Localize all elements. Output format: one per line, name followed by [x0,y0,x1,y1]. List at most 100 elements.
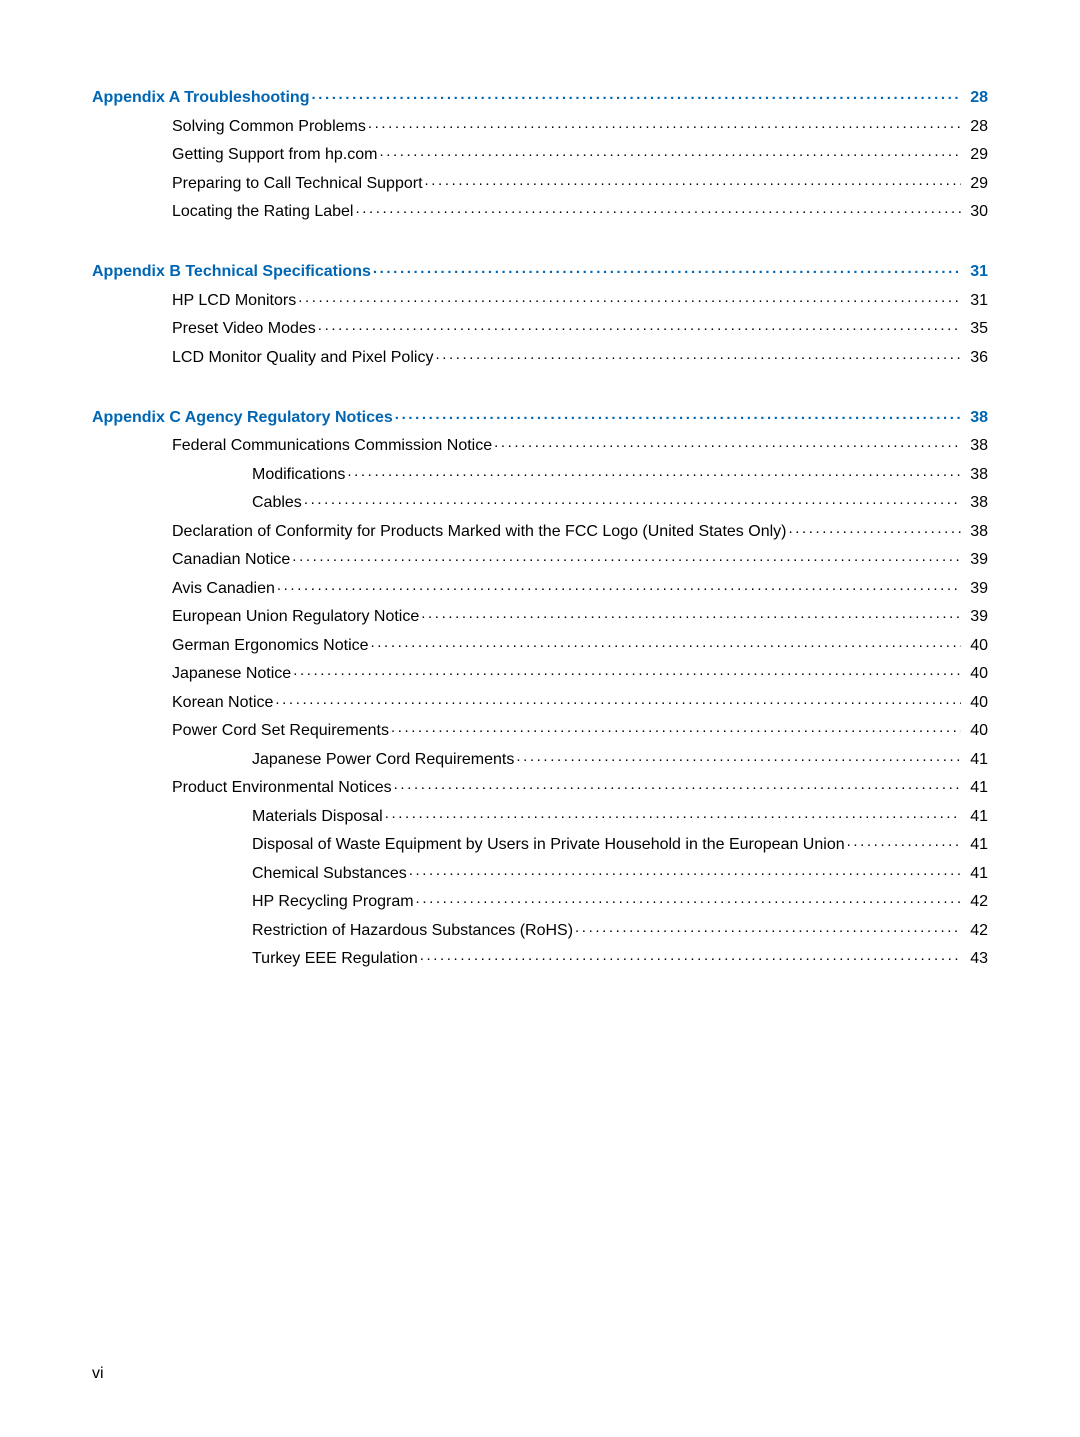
toc-entry-row[interactable]: Japanese Power Cord Requirements 41 [92,748,988,768]
toc-entry-label: European Union Regulatory Notice [172,609,419,625]
toc-entry-label: LCD Monitor Quality and Pixel Policy [172,350,433,366]
toc-heading-label: Appendix B Technical Specifications [92,264,371,280]
toc-leader-dots [293,662,961,678]
toc-entry-label: HP LCD Monitors [172,293,296,309]
toc-heading-row[interactable]: Appendix B Technical Specifications 31 [92,260,988,280]
toc-entry-page: 36 [964,350,988,366]
toc-entry-page: 31 [964,293,988,309]
toc-section: Appendix B Technical Specifications31HP … [92,260,988,366]
toc-entry-row[interactable]: Cables38 [92,491,988,511]
toc-entry-label: Locating the Rating Label [172,204,353,220]
toc-entry-row[interactable]: Locating the Rating Label30 [92,200,988,220]
toc-entry-label: Japanese Power Cord Requirements [252,752,514,768]
toc-entry-label: Korean Notice [172,695,273,711]
toc-entry-page: 41 [964,837,988,853]
toc-entry-row[interactable]: Getting Support from hp.com29 [92,143,988,163]
toc-entry-label: HP Recycling Program [252,894,414,910]
toc-entry-page: 29 [964,176,988,192]
toc-leader-dots [371,634,961,650]
toc-entry-label: Canadian Notice [172,552,290,568]
page-number: vi [92,1365,104,1383]
toc-entry-row[interactable]: Turkey EEE Regulation 43 [92,947,988,967]
toc-entry-row[interactable]: Preparing to Call Technical Support 29 [92,172,988,192]
toc-heading-page: 28 [964,90,988,106]
toc-entry-page: 28 [964,119,988,135]
toc-entry-page: 40 [964,666,988,682]
toc-leader-dots [391,719,961,735]
toc-entry-label: Preparing to Call Technical Support [172,176,423,192]
toc-entry-row[interactable]: HP LCD Monitors 31 [92,289,988,309]
toc-leader-dots [494,434,961,450]
toc-entry-page: 39 [964,552,988,568]
toc-leader-dots [420,947,961,963]
toc-heading-page: 31 [964,264,988,280]
toc-entry-row[interactable]: Restriction of Hazardous Substances (RoH… [92,919,988,939]
toc-entry-page: 43 [964,951,988,967]
toc-leader-dots [425,172,961,188]
toc-entry-label: Cables [252,495,302,511]
toc-leader-dots [311,86,961,102]
toc-section: Appendix A Troubleshooting28Solving Comm… [92,86,988,220]
toc-entry-label: Declaration of Conformity for Products M… [172,524,786,540]
toc-entry-row[interactable]: Preset Video Modes 35 [92,317,988,337]
toc-leader-dots [435,346,961,362]
toc-entry-page: 40 [964,638,988,654]
toc-entry-row[interactable]: European Union Regulatory Notice 39 [92,605,988,625]
toc-heading-label: Appendix C Agency Regulatory Notices [92,410,393,426]
toc-entry-page: 41 [964,809,988,825]
toc-leader-dots [516,748,961,764]
toc-entry-row[interactable]: Materials Disposal41 [92,805,988,825]
toc-section: Appendix C Agency Regulatory Notices 38 Fe… [92,406,988,968]
toc-entry-row[interactable]: Declaration of Conformity for Products M… [92,520,988,540]
toc-leader-dots [416,890,961,906]
toc-entry-label: Japanese Notice [172,666,291,682]
toc-entry-label: Turkey EEE Regulation [252,951,418,967]
toc-entry-row[interactable]: German Ergonomics Notice 40 [92,634,988,654]
toc-entry-row[interactable]: Avis Canadien 39 [92,577,988,597]
toc-heading-row[interactable]: Appendix A Troubleshooting 28 [92,86,988,106]
toc-leader-dots [347,463,961,479]
toc-heading-page: 38 [964,410,988,426]
toc-entry-label: Chemical Substances [252,866,407,882]
toc-leader-dots [394,776,961,792]
toc-entry-row[interactable]: Modifications 38 [92,463,988,483]
toc-entry-page: 39 [964,609,988,625]
toc-entry-row[interactable]: Power Cord Set Requirements40 [92,719,988,739]
toc-entry-label: Disposal of Waste Equipment by Users in … [252,837,845,853]
toc-entry-label: German Ergonomics Notice [172,638,369,654]
toc-entry-row[interactable]: Product Environmental Notices41 [92,776,988,796]
toc-entry-label: Solving Common Problems [172,119,366,135]
toc-entry-page: 38 [964,524,988,540]
toc-entry-row[interactable]: HP Recycling Program42 [92,890,988,910]
table-of-contents: Appendix A Troubleshooting28Solving Comm… [92,86,988,967]
toc-leader-dots [275,691,961,707]
toc-entry-row[interactable]: Disposal of Waste Equipment by Users in … [92,833,988,853]
toc-entry-label: Preset Video Modes [172,321,316,337]
toc-entry-row[interactable]: Chemical Substances 41 [92,862,988,882]
toc-entry-row[interactable]: Japanese Notice 40 [92,662,988,682]
toc-entry-page: 29 [964,147,988,163]
toc-entry-label: Modifications [252,467,345,483]
toc-entry-row[interactable]: Federal Communications Commission Notice… [92,434,988,454]
toc-entry-page: 42 [964,923,988,939]
toc-entry-label: Power Cord Set Requirements [172,723,389,739]
toc-leader-dots [277,577,961,593]
toc-entry-label: Avis Canadien [172,581,275,597]
toc-entry-row[interactable]: Solving Common Problems 28 [92,115,988,135]
toc-leader-dots [304,491,961,507]
toc-entry-row[interactable]: Korean Notice 40 [92,691,988,711]
toc-leader-dots [395,406,961,422]
toc-entry-page: 40 [964,695,988,711]
toc-entry-label: Restriction of Hazardous Substances (RoH… [252,923,573,939]
toc-entry-page: 41 [964,866,988,882]
toc-entry-page: 38 [964,467,988,483]
toc-leader-dots [385,805,961,821]
toc-entry-page: 35 [964,321,988,337]
toc-heading-row[interactable]: Appendix C Agency Regulatory Notices 38 [92,406,988,426]
toc-entry-row[interactable]: LCD Monitor Quality and Pixel Policy 36 [92,346,988,366]
toc-entry-page: 39 [964,581,988,597]
toc-entry-page: 41 [964,752,988,768]
toc-entry-row[interactable]: Canadian Notice 39 [92,548,988,568]
toc-heading-label: Appendix A Troubleshooting [92,90,309,106]
page-container: Appendix A Troubleshooting28Solving Comm… [0,0,1080,1437]
